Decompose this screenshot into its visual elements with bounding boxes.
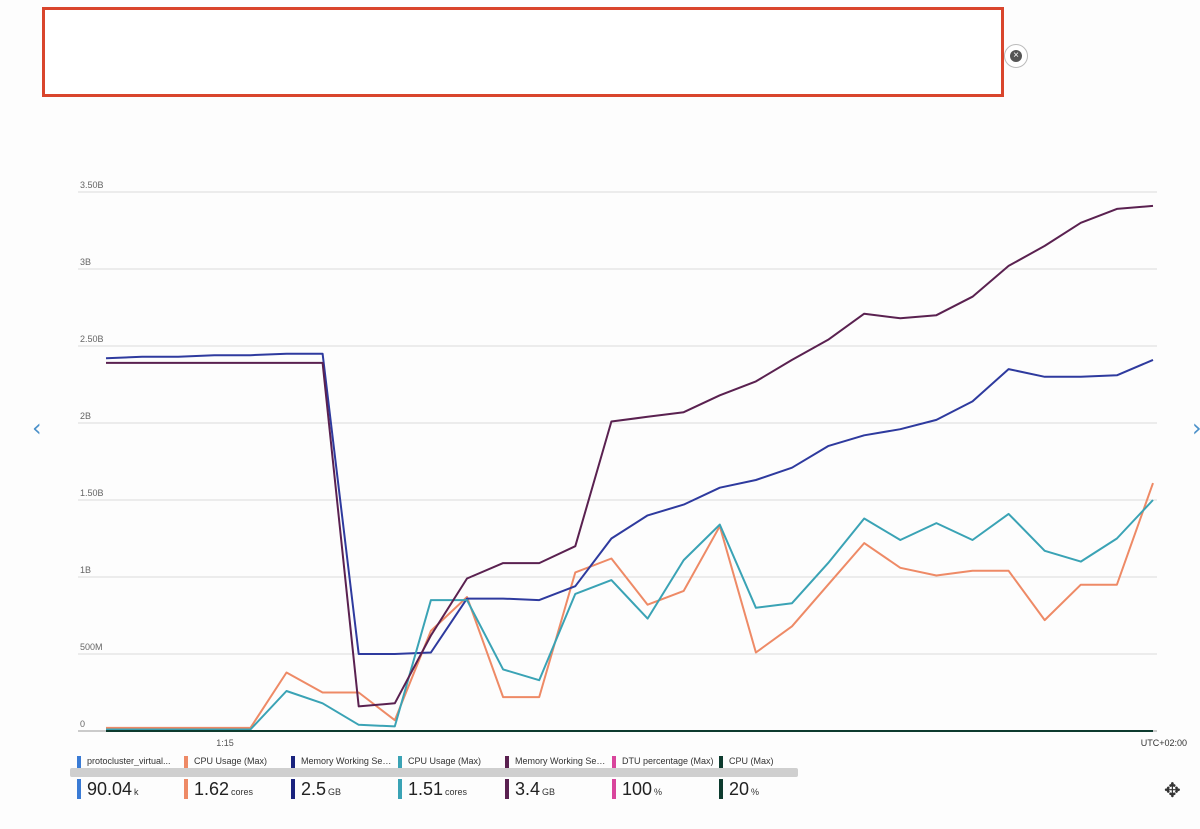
- legend-item[interactable]: CPU Usage (Max) 1.62 cores: [179, 752, 287, 812]
- legend-value-unit: GB: [328, 787, 342, 797]
- y-tick-label: 3.50B: [80, 180, 104, 190]
- legend-color-swatch: [398, 756, 402, 768]
- legend-value-unit: GB: [542, 787, 556, 797]
- legend-value-number: 2.5: [301, 779, 327, 799]
- series-line-3: [106, 499, 1154, 731]
- legend-value-unit: k: [134, 787, 139, 797]
- legend-value-swatch: [184, 779, 188, 799]
- chart-legend: protocluster_virtual... 90.04 k CPU Usage (…: [72, 752, 812, 812]
- legend-value-unit: cores: [231, 787, 254, 797]
- y-axis-ticks: 0 500M 1B 1.50B 2B 2.50B 3B 3.50B: [80, 180, 104, 729]
- legend-value-swatch: [398, 779, 402, 799]
- timezone-label: UTC+02:00: [1141, 738, 1187, 748]
- chart-title-box[interactable]: [42, 7, 1004, 97]
- legend-value: 20%: [729, 779, 759, 800]
- y-tick-label: 500M: [80, 642, 103, 652]
- legend-color-swatch: [612, 756, 616, 768]
- chevron-right-icon[interactable]: ›: [1192, 416, 1200, 440]
- y-tick-label: 2.50B: [80, 334, 104, 344]
- legend-series-name: CPU Usage (Max): [408, 756, 482, 766]
- legend-scrollbar[interactable]: [70, 768, 798, 777]
- legend-value-number: 20: [729, 779, 750, 799]
- legend-value: 1.51 cores: [408, 779, 467, 800]
- legend-series-name: CPU (Max): [729, 756, 774, 766]
- legend-item[interactable]: CPU Usage (Max) 1.51 cores: [393, 752, 501, 812]
- close-button[interactable]: ×: [1004, 44, 1028, 68]
- legend-series-name: Memory Working Set B...: [301, 756, 393, 766]
- legend-value-number: 3.4: [515, 779, 541, 799]
- series-line-4: [106, 204, 1154, 708]
- y-tick-label: 3B: [80, 257, 91, 267]
- legend-color-swatch: [719, 756, 723, 768]
- legend-value-number: 1.51: [408, 779, 444, 799]
- legend-color-swatch: [184, 756, 188, 768]
- chevron-left-icon[interactable]: ‹: [32, 414, 42, 442]
- series-lines: [105, 204, 1154, 732]
- legend-item[interactable]: CPU (Max) 20%: [714, 752, 822, 812]
- legend-item[interactable]: Memory Working Set B... 2.5 GB: [286, 752, 394, 812]
- y-tick-label: 0: [80, 719, 85, 729]
- x-tick-label: 1:15: [216, 738, 234, 748]
- legend-value-swatch: [505, 779, 509, 799]
- legend-value: 90.04 k: [87, 779, 139, 800]
- close-icon: ×: [1010, 50, 1022, 62]
- legend-value-swatch: [77, 779, 81, 799]
- series-line-2: [105, 352, 1154, 655]
- legend-value-unit: %: [654, 787, 663, 797]
- legend-series-name: protocluster_virtual...: [87, 756, 171, 766]
- legend-value-unit: %: [751, 787, 760, 797]
- grid-lines: [78, 191, 1157, 732]
- y-tick-label: 2B: [80, 411, 91, 421]
- move-icon[interactable]: ✥: [1164, 778, 1181, 802]
- legend-item[interactable]: protocluster_virtual... 90.04 k: [72, 752, 180, 812]
- legend-color-swatch: [77, 756, 81, 768]
- legend-value: 100%: [622, 779, 662, 800]
- legend-value-swatch: [291, 779, 295, 799]
- legend-value-number: 100: [622, 779, 653, 799]
- y-tick-label: 1.50B: [80, 488, 104, 498]
- legend-value-number: 1.62: [194, 779, 230, 799]
- series-line-1: [106, 482, 1154, 729]
- legend-series-name: DTU percentage (Max): [622, 756, 714, 766]
- legend-series-name: CPU Usage (Max): [194, 756, 268, 766]
- legend-item[interactable]: DTU percentage (Max) 100%: [607, 752, 715, 812]
- legend-color-swatch: [291, 756, 295, 768]
- legend-series-name: Memory Working Set B...: [515, 756, 607, 766]
- legend-value-swatch: [612, 779, 616, 799]
- legend-value: 3.4 GB: [515, 779, 555, 800]
- legend-value-number: 90.04: [87, 779, 133, 799]
- legend-value: 2.5 GB: [301, 779, 341, 800]
- legend-value: 1.62 cores: [194, 779, 253, 800]
- legend-color-swatch: [505, 756, 509, 768]
- legend-value-swatch: [719, 779, 723, 799]
- legend-item[interactable]: Memory Working Set B... 3.4 GB: [500, 752, 608, 812]
- y-tick-label: 1B: [80, 565, 91, 575]
- legend-value-unit: cores: [445, 787, 468, 797]
